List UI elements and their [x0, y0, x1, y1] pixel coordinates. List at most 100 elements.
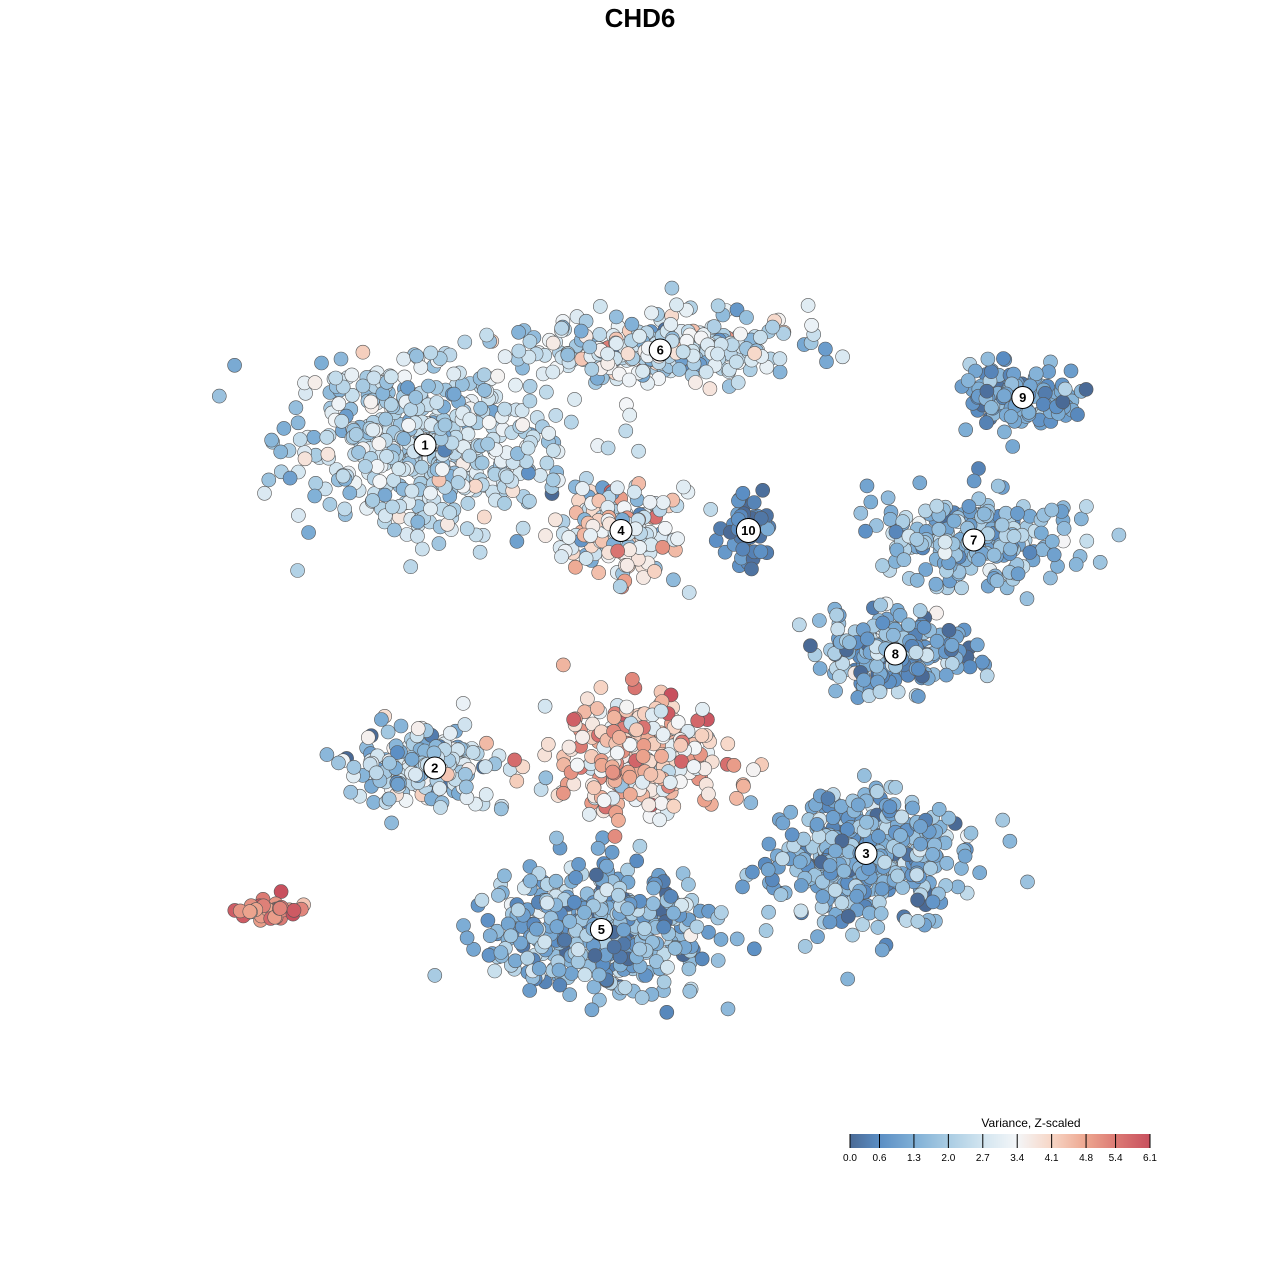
data-point: [510, 902, 526, 918]
data-point: [836, 863, 852, 879]
data-point: [929, 498, 945, 514]
data-point: [372, 474, 388, 489]
data-point: [720, 1001, 736, 1017]
data-point: [882, 799, 898, 815]
data-point: [522, 493, 537, 509]
data-point: [342, 485, 358, 501]
data-point: [538, 528, 553, 543]
data-point: [308, 475, 324, 491]
data-point: [913, 819, 928, 834]
data-point: [957, 848, 973, 864]
data-point: [822, 914, 838, 930]
data-point: [674, 754, 689, 769]
data-point: [652, 812, 667, 828]
data-point: [736, 778, 751, 794]
data-point: [609, 745, 625, 761]
data-point: [433, 800, 448, 815]
data-point: [830, 621, 846, 637]
data-point: [875, 615, 891, 631]
data-point: [396, 431, 412, 447]
data-point: [355, 344, 371, 360]
data-point: [681, 877, 696, 892]
data-point: [432, 781, 448, 796]
data-point: [611, 887, 626, 903]
data-point: [458, 779, 474, 795]
data-point: [257, 485, 272, 501]
data-point: [493, 801, 509, 817]
colorbar-ticks: 0.0 0.6 1.3 2.0 2.7 3.4 4.1 4.8 5.4 6.1: [843, 1134, 1157, 1164]
data-point: [979, 415, 994, 431]
data-point: [913, 836, 928, 852]
data-point: [840, 908, 856, 924]
data-point: [273, 444, 289, 460]
data-point: [600, 440, 616, 456]
data-point: [621, 372, 637, 388]
data-point: [642, 494, 658, 510]
data-point: [931, 522, 947, 537]
data-point: [622, 787, 638, 802]
data-point: [810, 929, 825, 945]
data-point: [431, 536, 447, 551]
data-point: [290, 563, 305, 578]
data-point: [609, 480, 625, 496]
data-point: [1041, 364, 1056, 380]
data-point: [673, 737, 689, 753]
data-point: [320, 446, 336, 462]
data-point: [421, 378, 436, 394]
data-point: [618, 423, 634, 439]
data-point: [1010, 566, 1026, 582]
data-point: [331, 396, 347, 412]
data-point: [983, 364, 999, 380]
data-point: [885, 627, 901, 643]
data-point: [511, 343, 527, 359]
data-point: [890, 868, 905, 884]
data-point: [761, 836, 777, 852]
data-point: [306, 429, 322, 445]
data-point: [969, 637, 985, 653]
data-point: [910, 892, 925, 908]
data-point: [909, 867, 925, 883]
data-point: [622, 407, 638, 423]
data-point: [703, 502, 719, 517]
data-point: [971, 491, 987, 507]
cluster-label-text: 7: [970, 533, 977, 548]
data-point: [641, 797, 657, 813]
data-point: [606, 710, 622, 725]
data-point: [522, 983, 538, 998]
data-point: [288, 400, 304, 416]
cluster-labels-layer: 1 2 3 4 5 6 7 8 9 10: [413, 338, 1035, 941]
data-point: [1006, 529, 1022, 544]
data-point: [381, 791, 397, 807]
data-point: [567, 392, 582, 407]
data-point: [497, 868, 512, 884]
data-point: [819, 354, 834, 370]
data-point: [456, 918, 471, 933]
data-point: [702, 381, 718, 397]
cluster-label-text: 5: [598, 922, 605, 937]
data-point: [554, 549, 569, 564]
data-point: [909, 572, 925, 588]
data-point: [520, 440, 536, 456]
data-point: [490, 368, 506, 384]
data-point: [676, 479, 691, 495]
cluster-label-1: 1: [413, 433, 437, 457]
data-point: [562, 914, 578, 929]
data-point: [888, 524, 904, 540]
data-point: [632, 941, 648, 957]
data-point: [772, 351, 788, 367]
data-point: [575, 481, 590, 496]
data-point: [343, 784, 359, 800]
data-point: [895, 514, 911, 529]
data-point: [666, 572, 681, 588]
data-point: [286, 902, 302, 918]
data-point: [850, 797, 866, 813]
data-point: [276, 421, 292, 436]
data-point: [578, 551, 594, 566]
data-point: [328, 370, 344, 386]
data-point: [657, 520, 673, 536]
data-point: [560, 347, 576, 363]
data-point: [729, 790, 744, 806]
data-point: [773, 887, 789, 903]
data-point: [599, 858, 614, 874]
data-point: [591, 565, 607, 580]
